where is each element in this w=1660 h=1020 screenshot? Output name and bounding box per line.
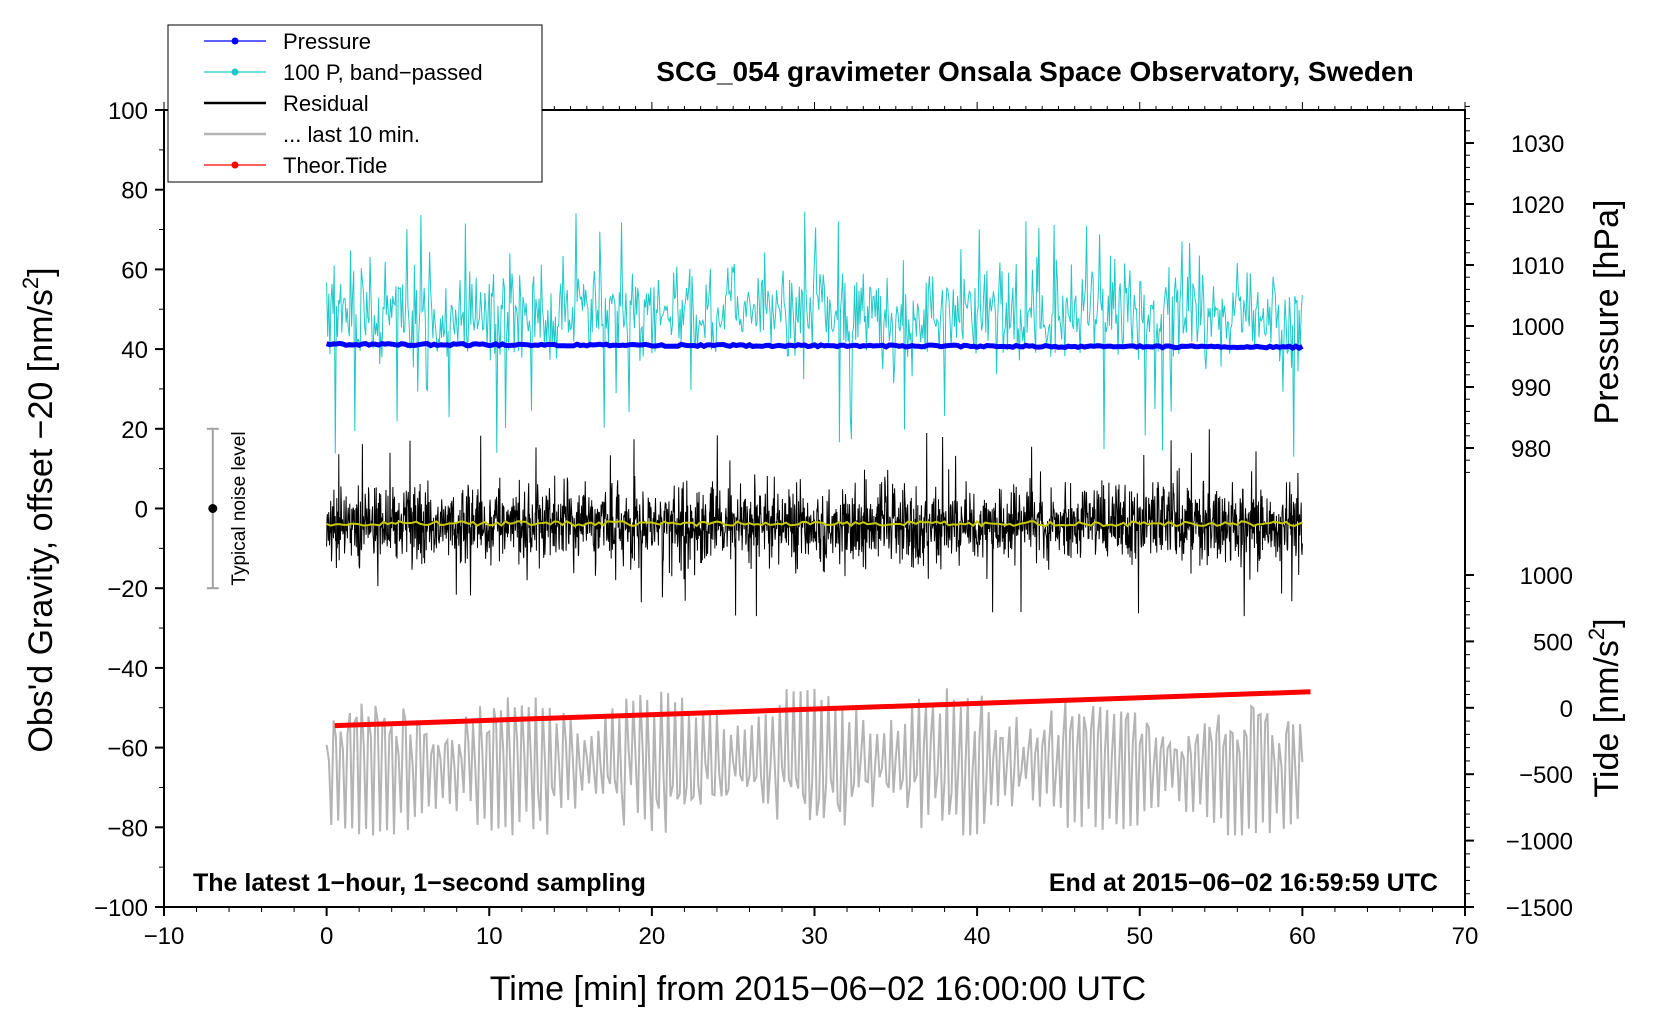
x-tick-label: 50 [1126, 923, 1153, 950]
pressure-tick-label: 980 [1511, 436, 1551, 463]
y-axis-title-sup: 2 [18, 277, 43, 289]
y-tick-label: −60 [107, 736, 148, 763]
legend-label: ... last 10 min. [283, 122, 420, 147]
legend-swatch-marker [231, 161, 239, 169]
legend-label: Pressure [283, 29, 371, 54]
legend: Pressure 100 P, band−passed Residual ... la… [167, 24, 543, 183]
x-tick-label: 30 [801, 923, 828, 950]
series-pressure-line [325, 340, 1304, 351]
x-tick-label: −10 [144, 923, 185, 950]
legend-label: Theor.Tide [283, 153, 387, 178]
series-bandpassed-line [326, 211, 1303, 457]
pressure-tick-label: 1010 [1511, 253, 1564, 280]
tide-axis-title-end: ] [1588, 618, 1626, 627]
tide-tick-label: −1000 [1506, 829, 1573, 856]
tide-tick-label: −500 [1519, 762, 1573, 789]
tide-tick-label: 500 [1533, 629, 1573, 656]
noise-level-indicator: Typical noise level [206, 427, 250, 590]
y-axis-title-end: ] [22, 267, 60, 276]
noise-dot [208, 504, 218, 513]
y-tick-label: −20 [107, 576, 148, 603]
axes-group: −10 0 10 20 30 40 50 60 70−100−80−60−40−20020406… [94, 98, 1573, 950]
pressure-tick-label: 1020 [1511, 192, 1564, 219]
y-tick-label: 100 [108, 98, 148, 125]
x-tick-label: 40 [964, 923, 991, 950]
pressure-tick-label: 1000 [1511, 314, 1564, 341]
y-tick-label: 60 [121, 257, 148, 284]
noise-label: Typical noise level [229, 431, 250, 585]
tide-tick-label: −1500 [1506, 895, 1573, 922]
y-axis-title: Obs'd Gravity, offset −20 [nm/s2] [18, 267, 60, 752]
y-tick-label: 80 [121, 178, 148, 205]
series-residual-line [326, 429, 1303, 617]
y-tick-label: 0 [135, 497, 148, 524]
legend-swatch-marker [231, 68, 239, 76]
y-tick-label: −100 [94, 895, 148, 922]
y-tick-label: −40 [107, 656, 148, 683]
x-tick-label: 20 [639, 923, 666, 950]
tide-axis-title-main: Tide [nm/s [1588, 640, 1626, 797]
legend-label: 100 P, band−passed [283, 60, 483, 85]
x-tick-label: 0 [320, 923, 333, 950]
y-tick-label: 40 [121, 337, 148, 364]
x-axis-title: Time [min] from 2015−06−02 16:00:00 UTC [490, 970, 1146, 1008]
y-tick-label: 20 [121, 417, 148, 444]
annotation-end-time: End at 2015−06−02 16:59:59 UTC [1049, 869, 1438, 897]
legend-entries: Pressure 100 P, band−passed Residual ... la… [204, 29, 483, 178]
tide-tick-label: 0 [1560, 696, 1573, 723]
series-residual-mean-line [326, 519, 1303, 528]
y-tick-label: −80 [107, 815, 148, 842]
legend-label: Residual [283, 91, 369, 116]
chart-title: SCG_054 gravimeter Onsala Space Observat… [656, 56, 1413, 87]
x-tick-label: 60 [1289, 923, 1316, 950]
legend-swatch-marker [231, 37, 239, 45]
pressure-tick-label: 1030 [1511, 131, 1564, 158]
pressure-axis-title: Pressure [hPa] [1588, 200, 1626, 425]
x-tick-label: 10 [476, 923, 503, 950]
series-last10-line [325, 688, 1304, 836]
y-axis-title-main: Obs'd Gravity, offset −20 [nm/s [22, 289, 60, 752]
tide-axis-title-sup: 2 [1584, 628, 1609, 640]
annotation-sampling: The latest 1−hour, 1−second sampling [193, 869, 646, 897]
series-tide-line [334, 689, 1311, 729]
pressure-tick-label: 990 [1511, 375, 1551, 402]
x-tick-label: 70 [1452, 923, 1479, 950]
series-group [325, 211, 1311, 836]
tide-tick-label: 1000 [1520, 563, 1573, 590]
tide-axis-title: Tide [nm/s2] [1584, 618, 1626, 797]
